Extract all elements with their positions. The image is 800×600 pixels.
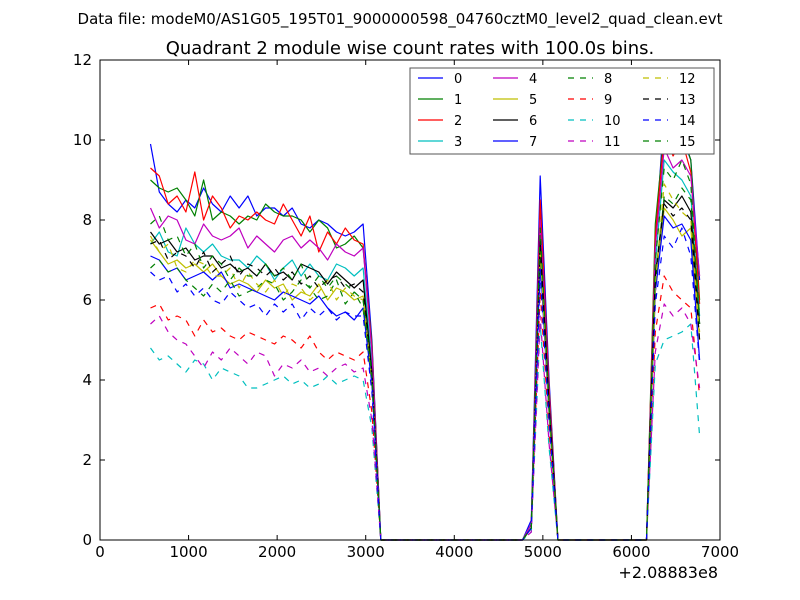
series-line-12	[149, 183, 701, 541]
legend-box	[409, 67, 715, 155]
legend-label-7: 7	[529, 135, 537, 150]
legend-label-3: 3	[454, 135, 462, 150]
y-tick-label: 8	[82, 211, 92, 229]
x-tick-label: 5000	[524, 543, 562, 561]
legend-label-6: 6	[529, 114, 537, 129]
y-tick-label: 0	[82, 531, 92, 549]
chart-title: Quadrant 2 module wise count rates with …	[166, 38, 655, 59]
x-offset-label: +2.08883e8	[618, 563, 718, 582]
y-tick-label: 12	[73, 51, 92, 69]
legend-label-4: 4	[529, 72, 537, 87]
x-tick-label: 3000	[347, 543, 385, 561]
legend-label-2: 2	[454, 114, 462, 129]
series-line-11	[150, 303, 701, 541]
y-tick-label: 2	[82, 451, 92, 469]
legend-label-13: 13	[679, 93, 696, 108]
y-tick-label: 6	[82, 291, 92, 309]
x-tick-label: 7000	[701, 543, 739, 561]
series-line-15	[150, 159, 701, 541]
legend-label-0: 0	[454, 72, 462, 87]
legend-label-11: 11	[604, 135, 621, 150]
legend-label-15: 15	[679, 135, 696, 150]
figure-suptitle: Data file: modeM0/AS1G05_195T01_90000005…	[78, 10, 723, 29]
legend-label-10: 10	[604, 114, 621, 129]
y-tick-label: 10	[73, 131, 92, 149]
x-tick-label: 2000	[258, 543, 296, 561]
x-tick-label: 6000	[612, 543, 650, 561]
x-tick-label: 1000	[169, 543, 207, 561]
legend-label-1: 1	[454, 93, 462, 108]
legend-label-12: 12	[679, 72, 696, 87]
x-tick-label: 4000	[435, 543, 473, 561]
x-tick-label: 0	[95, 543, 105, 561]
legend-label-9: 9	[604, 93, 612, 108]
legend-label-14: 14	[679, 114, 696, 129]
legend-label-8: 8	[604, 72, 612, 87]
legend-label-5: 5	[529, 93, 537, 108]
y-tick-label: 4	[82, 371, 92, 389]
